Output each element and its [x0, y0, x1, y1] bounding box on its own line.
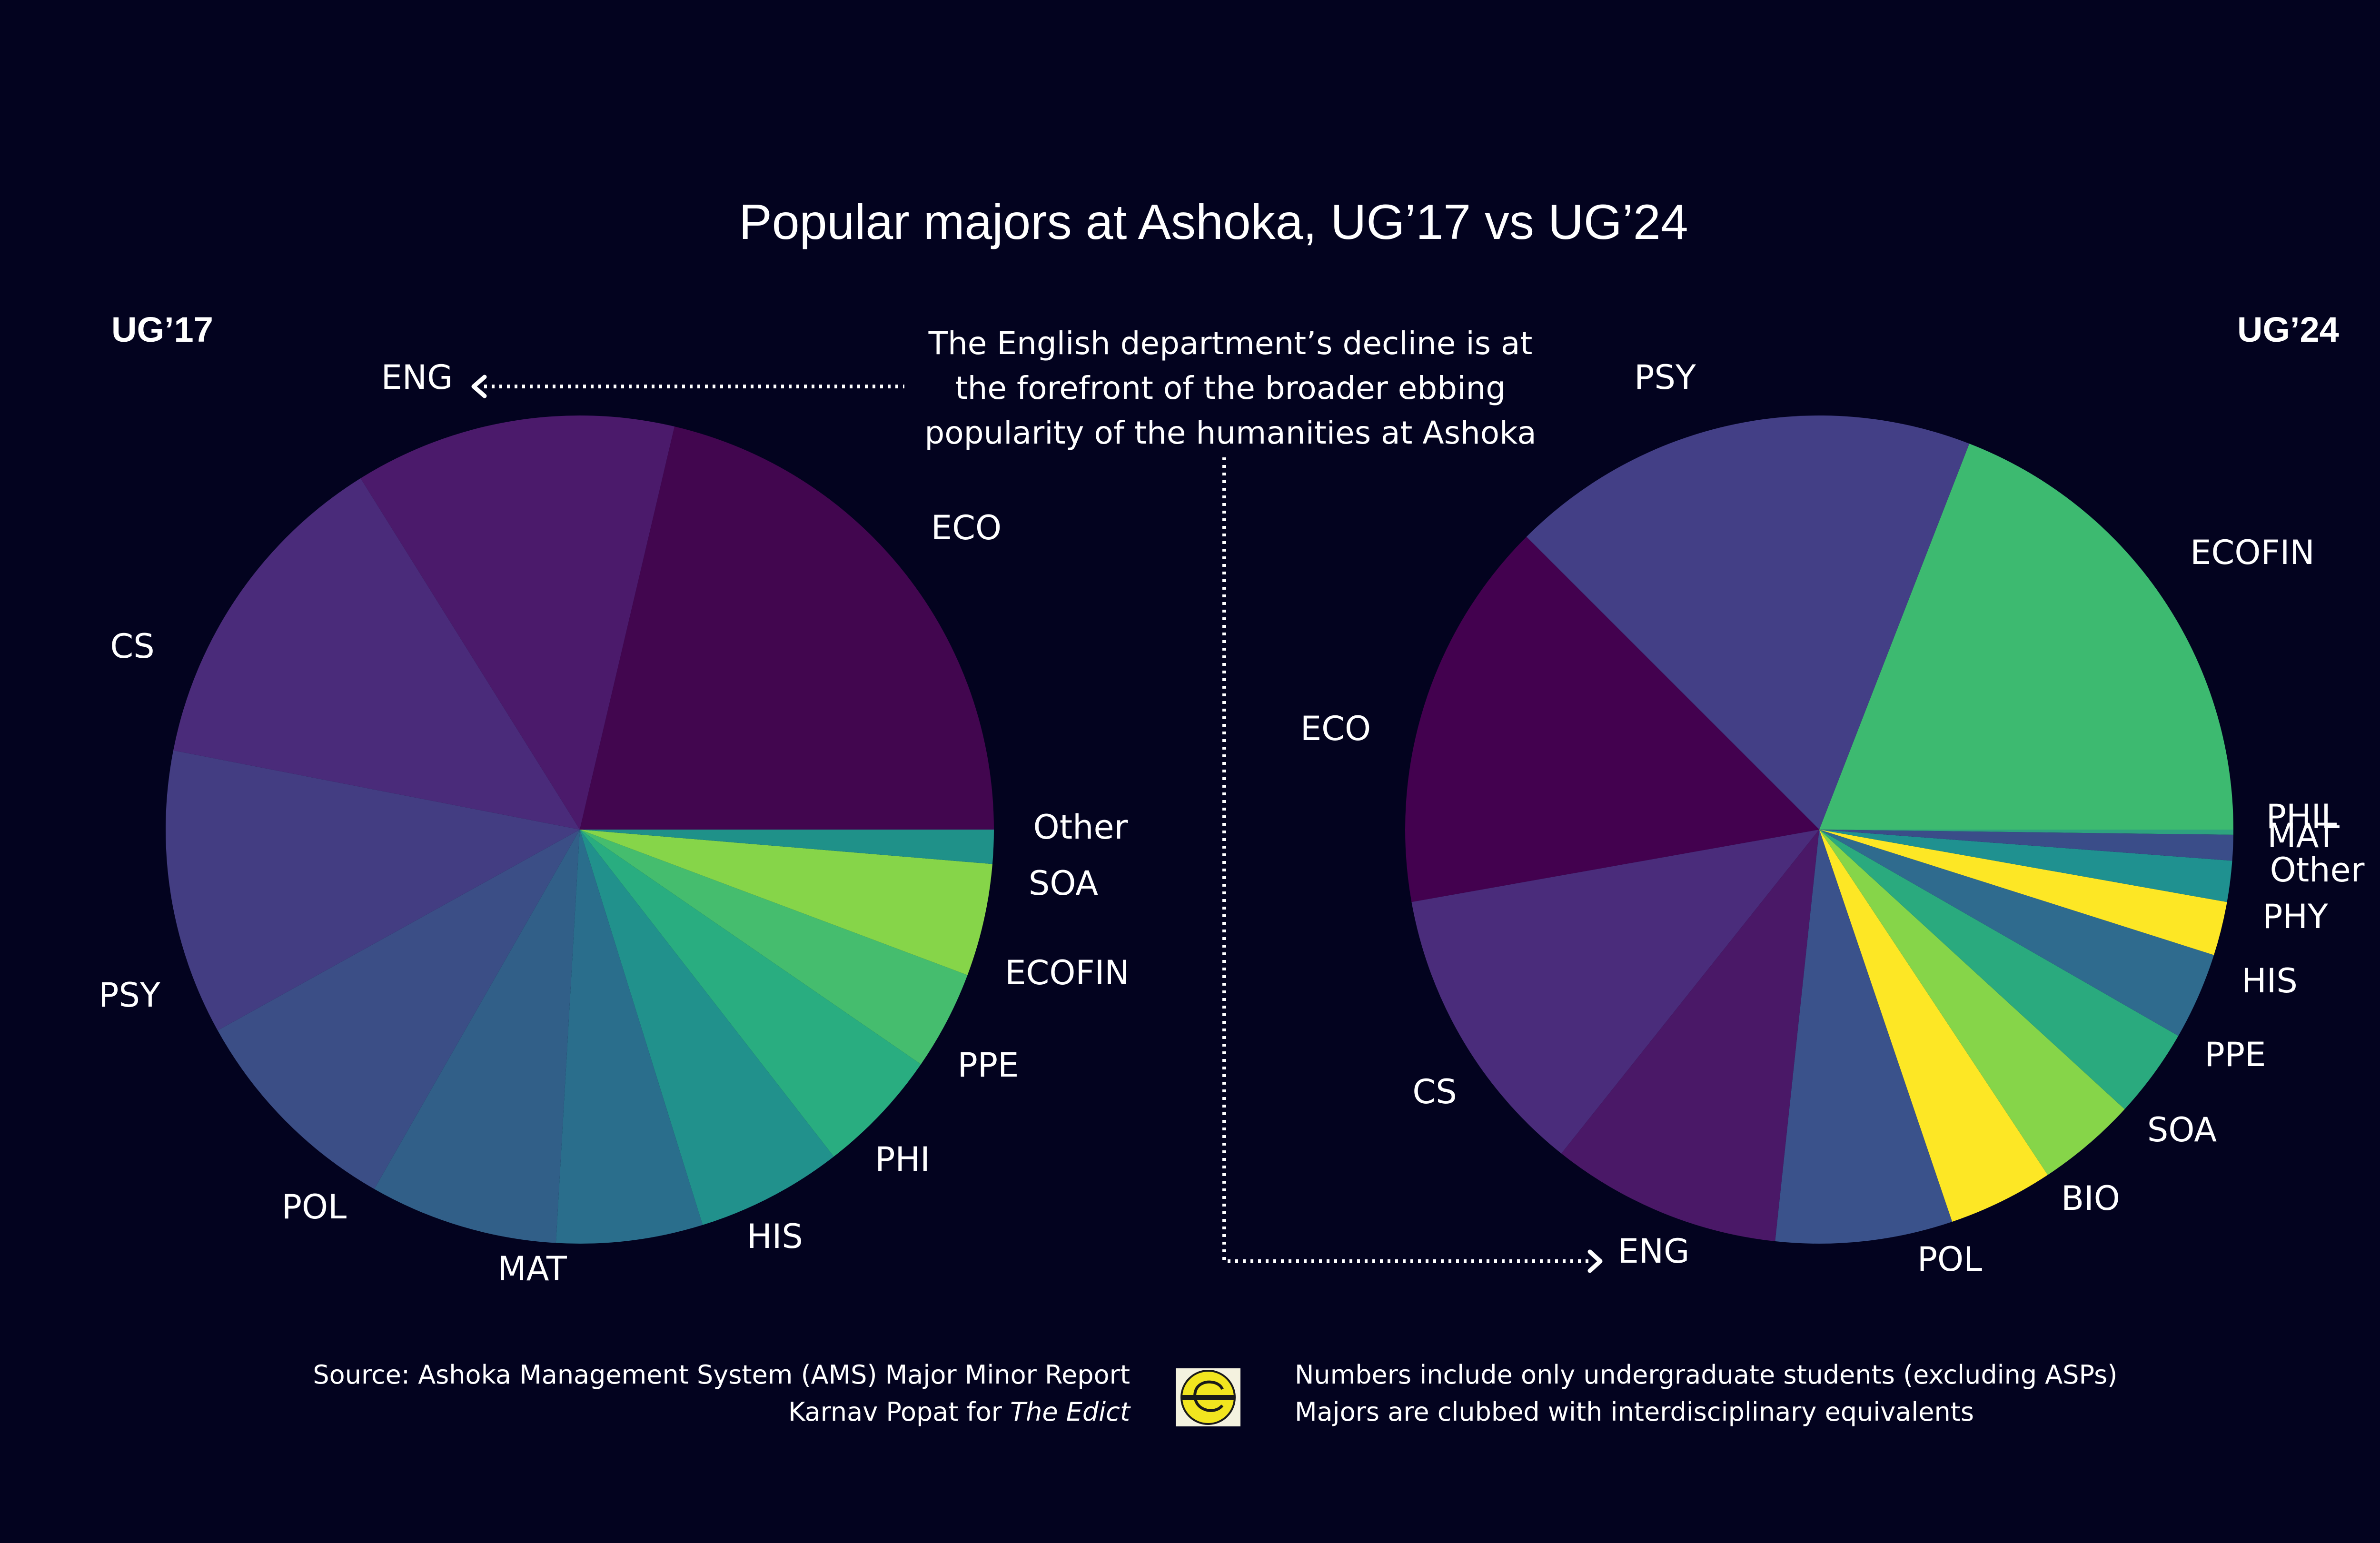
slice-label-mat: MAT — [497, 1249, 567, 1288]
annotation-line-3: popularity of the humanities at Ashoka — [924, 415, 1537, 451]
slice-bio — [1819, 830, 2048, 1222]
slice-label-ecofin: ECOFIN — [1005, 953, 1129, 992]
slice-label-ppe: PPE — [958, 1046, 1019, 1085]
arrow-head-left — [471, 375, 487, 398]
slice-phil — [1819, 830, 2233, 835]
pie-ug24-labels: ECOFIN PSY ECO CS ENG POL BIO SOA PPE HIS PHY Other… — [1300, 358, 2365, 1279]
slice-mat — [374, 830, 580, 1243]
pie-ug17 — [166, 415, 994, 1244]
slice-his — [555, 830, 703, 1244]
chart-title: Popular majors at Ashoka, UG’17 vs UG’24 — [739, 195, 1688, 250]
slice-label-his: HIS — [747, 1217, 803, 1256]
slice-mat — [1819, 830, 2233, 861]
annotation-text: The English department’s decline is at t… — [904, 321, 1557, 455]
ug24-panel-label: UG’24 — [2237, 310, 2339, 349]
note-line-1: Numbers include only undergraduate stude… — [1295, 1360, 2118, 1390]
slice-label-ppe: PPE — [2205, 1035, 2266, 1074]
credit-line: Karnav Popat for The Edict — [313, 1394, 1130, 1431]
slice-eco — [580, 426, 994, 830]
arrow-head-right — [1587, 1249, 1603, 1273]
slice-label-cs: CS — [110, 627, 154, 666]
slice-label-soa: SOA — [1029, 864, 1098, 903]
slice-label-eco: ECO — [1300, 709, 1371, 748]
slice-cs — [1411, 830, 1819, 1154]
slice-other — [1819, 830, 2232, 902]
slice-eng — [1561, 830, 1819, 1242]
slice-soa — [1819, 830, 2125, 1175]
slice-label-pol: POL — [282, 1187, 347, 1226]
slice-ppe — [1819, 830, 2179, 1109]
slice-label-eco: ECO — [931, 508, 1002, 547]
slice-label-bio: BIO — [2061, 1179, 2120, 1218]
slice-label-soa: SOA — [2147, 1110, 2217, 1149]
logo-band — [1182, 1395, 1234, 1400]
slice-ppe — [580, 830, 921, 1157]
slice-eco — [1405, 536, 1819, 902]
slice-label-phy: PHY — [2262, 897, 2328, 936]
slice-label-phi: PHI — [875, 1140, 930, 1179]
annotation-arrows — [481, 385, 1592, 1263]
slice-label-ecofin: ECOFIN — [2190, 533, 2314, 572]
footer-source: Source: Ashoka Management System (AMS) M… — [313, 1356, 1130, 1431]
ug17-panel-label: UG’17 — [111, 310, 213, 349]
slice-label-eng: ENG — [381, 358, 453, 397]
note-line-2: Majors are clubbed with interdisciplinar… — [1295, 1397, 1974, 1427]
slice-label-mat: MAT — [2267, 816, 2337, 855]
slice-phy — [1819, 830, 2227, 955]
slice-phi — [580, 830, 834, 1225]
slice-label-his: HIS — [2241, 961, 2298, 1000]
pie-ug24 — [1405, 415, 2233, 1244]
slice-pol — [218, 830, 580, 1189]
slice-ecofin — [1819, 444, 2233, 830]
slice-psy — [1526, 415, 1970, 830]
slice-pol — [1775, 830, 1953, 1244]
slice-label-pol: POL — [1917, 1240, 1982, 1279]
slice-ecofin — [580, 830, 968, 1065]
credit-prefix: Karnav Popat for — [788, 1397, 1011, 1427]
slice-label-other: Other — [2270, 851, 2365, 890]
pie-ug17-labels: ECO ENG CS PSY POL MAT HIS PHI PPE ECOFIN SOA Other — [99, 358, 1129, 1288]
slice-other — [580, 830, 994, 864]
credit-publication: The Edict — [1010, 1397, 1130, 1427]
arrow-heads — [471, 375, 1603, 1273]
slice-label-other: Other — [1033, 808, 1128, 847]
annotation-line-2: the forefront of the broader ebbing — [955, 370, 1506, 406]
slice-psy — [166, 750, 580, 1031]
logo-mark — [1193, 1380, 1224, 1412]
slice-label-eng: ENG — [1618, 1232, 1690, 1271]
slice-label-psy: PSY — [1634, 358, 1696, 397]
source-line: Source: Ashoka Management System (AMS) M… — [313, 1360, 1130, 1390]
slice-label-phil: PHIL — [2266, 797, 2340, 836]
slice-label-psy: PSY — [99, 976, 160, 1015]
slice-eng — [360, 415, 675, 830]
slice-his — [1819, 830, 2214, 1036]
annotation-line-1: The English department’s decline is at — [928, 325, 1533, 362]
slice-cs — [173, 478, 580, 830]
slice-label-cs: CS — [1412, 1072, 1457, 1111]
slice-soa — [580, 830, 992, 975]
edict-logo — [1176, 1368, 1240, 1426]
footer-notes: Numbers include only undergraduate stude… — [1295, 1356, 2117, 1431]
